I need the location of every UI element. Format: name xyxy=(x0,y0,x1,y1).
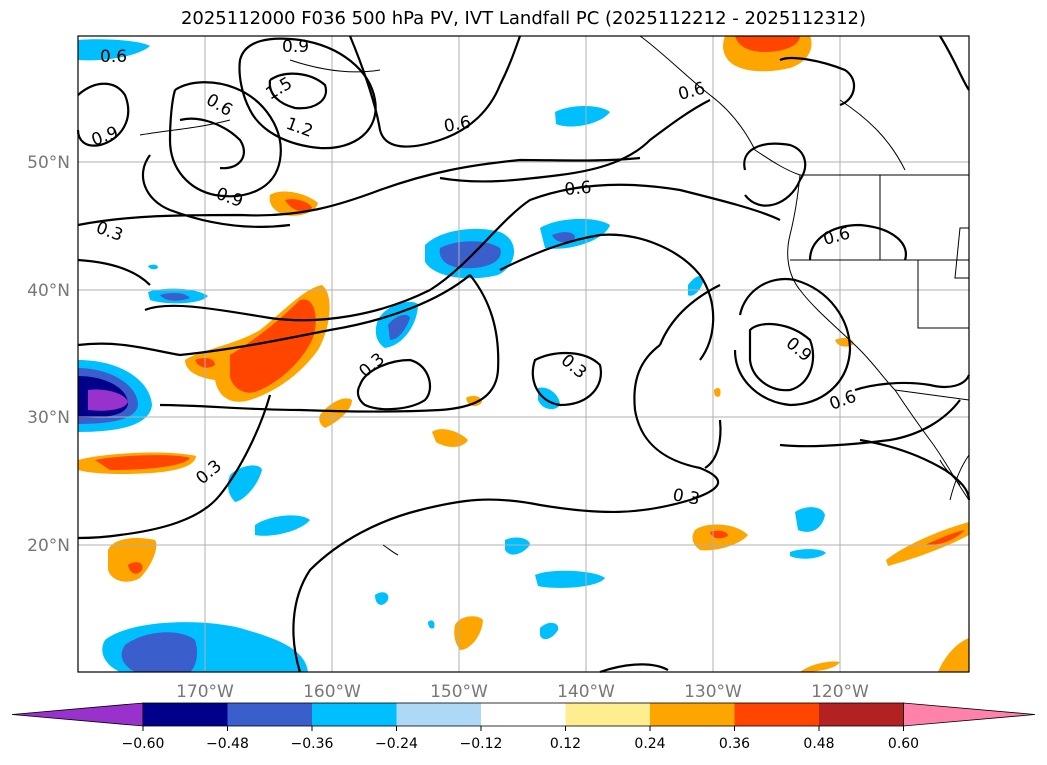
colorbar-segment xyxy=(650,703,735,726)
colorbar-segment xyxy=(481,703,566,726)
graticule xyxy=(78,36,969,672)
contour-label: 0.6 xyxy=(564,178,593,200)
lat-label: 20°N xyxy=(27,536,70,556)
colorbar-tick-label: 0.36 xyxy=(719,736,750,752)
lon-label: 120°W xyxy=(811,682,869,702)
pv-contours xyxy=(76,35,971,674)
colorbar-tick-label: −0.48 xyxy=(206,736,249,752)
colorbar-segment xyxy=(734,703,820,726)
lat-axis: 50°N 40°N 30°N 20°N xyxy=(27,153,70,556)
lon-label: 170°W xyxy=(176,682,234,702)
lon-label: 140°W xyxy=(557,682,615,702)
colorbar-segment xyxy=(819,703,904,726)
positive-anomaly-fills xyxy=(78,36,969,672)
contour-label: 0.6 xyxy=(442,113,472,137)
colorbar-extend-max xyxy=(903,702,1036,727)
colorbar-segment xyxy=(312,703,397,726)
colorbar-outline xyxy=(142,702,904,727)
colorbar-segment xyxy=(227,703,313,726)
colorbar-segment xyxy=(565,703,651,726)
plot-title: 2025112000 F036 500 hPa PV, IVT Landfall… xyxy=(180,8,867,29)
lon-label: 160°W xyxy=(303,682,361,702)
contour-label: 0.3 xyxy=(671,485,701,509)
lon-label: 150°W xyxy=(430,682,488,702)
colorbar-tick-label: −0.24 xyxy=(375,736,418,752)
colorbar-tick-label: −0.36 xyxy=(291,736,334,752)
colorbar-tick-label: 0.48 xyxy=(803,736,834,752)
coastlines xyxy=(139,35,970,556)
colorbar-segment xyxy=(143,703,228,726)
colorbar-extend-min xyxy=(11,702,144,727)
colorbar-tick-label: 0.12 xyxy=(550,736,581,752)
contour-label: 0.9 xyxy=(282,37,309,57)
colorbar-tick-label: 0.24 xyxy=(634,736,665,752)
lat-label: 50°N xyxy=(27,153,70,173)
colorbar-tick-label: −0.12 xyxy=(460,736,503,752)
colorbar-ticks: −0.60 −0.48 −0.36 −0.24 −0.12 0.12 0.24 0.36 0.4… xyxy=(122,726,919,752)
lon-axis: 170°W 160°W 150°W 140°W 130°W 120°W xyxy=(176,682,869,702)
colorbar-segment xyxy=(396,703,482,726)
colorbar xyxy=(11,702,1036,727)
colorbar-tick-label: 0.60 xyxy=(888,736,919,752)
colorbar-tick-label: −0.60 xyxy=(122,736,165,752)
lat-label: 30°N xyxy=(27,408,70,428)
lat-label: 40°N xyxy=(27,281,70,301)
lon-label: 130°W xyxy=(684,682,742,702)
contour-label: 0.6 xyxy=(100,47,127,67)
map-border xyxy=(77,35,970,673)
